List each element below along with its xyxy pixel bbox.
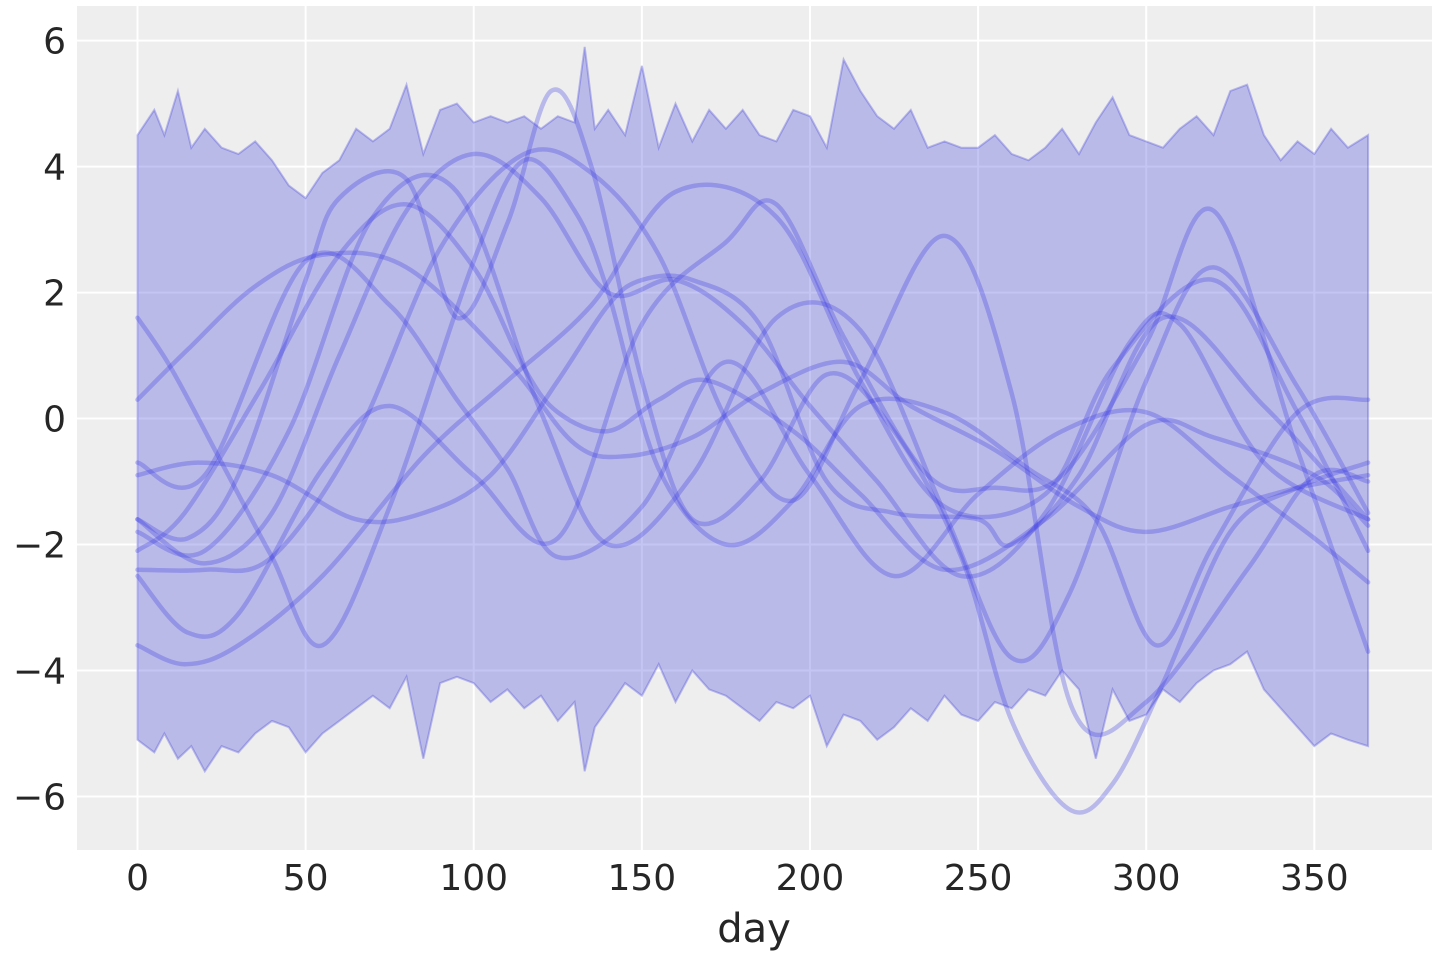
sample-curve-3 bbox=[135, 198, 1371, 654]
x-tick-label: 200 bbox=[776, 858, 845, 899]
y-axis-ticks: −6 −4 −2 0 2 4 6 bbox=[13, 22, 66, 819]
sample-curve-10 bbox=[135, 147, 1371, 738]
sample-curve-5 bbox=[135, 182, 1371, 667]
sample-curve-8 bbox=[135, 172, 1371, 664]
y-tick-label: −6 bbox=[13, 777, 66, 818]
x-tick-label: 250 bbox=[944, 858, 1013, 899]
sample-curve-4 bbox=[135, 151, 1371, 579]
y-tick-label: −4 bbox=[13, 651, 66, 692]
x-tick-label: 0 bbox=[126, 858, 149, 899]
y-tick-label: −2 bbox=[13, 526, 66, 567]
plot-background bbox=[77, 6, 1432, 850]
sample-curve-2 bbox=[135, 250, 1371, 585]
x-axis-title: day bbox=[717, 906, 791, 952]
y-tick-label: 2 bbox=[43, 274, 66, 315]
sample-curve-9 bbox=[135, 250, 1371, 535]
sample-curve-7 bbox=[135, 273, 1371, 548]
y-tick-label: 6 bbox=[43, 22, 66, 63]
uncertainty-band bbox=[136, 46, 1370, 774]
sample-curve-1 bbox=[135, 202, 1371, 573]
grid bbox=[77, 6, 1432, 850]
sample-curve-6 bbox=[135, 156, 1371, 649]
x-tick-label: 50 bbox=[283, 858, 329, 899]
x-tick-label: 350 bbox=[1280, 858, 1349, 899]
x-tick-label: 100 bbox=[439, 858, 508, 899]
x-axis-ticks: 0 50 100 150 200 250 300 350 bbox=[126, 858, 1349, 899]
y-tick-label: 4 bbox=[43, 148, 66, 189]
y-tick-label: 0 bbox=[43, 400, 66, 441]
x-tick-label: 300 bbox=[1112, 858, 1181, 899]
sample-curve-11 bbox=[135, 87, 1371, 815]
x-tick-label: 150 bbox=[608, 858, 677, 899]
band-layer bbox=[136, 46, 1370, 774]
series-layer bbox=[135, 87, 1371, 815]
